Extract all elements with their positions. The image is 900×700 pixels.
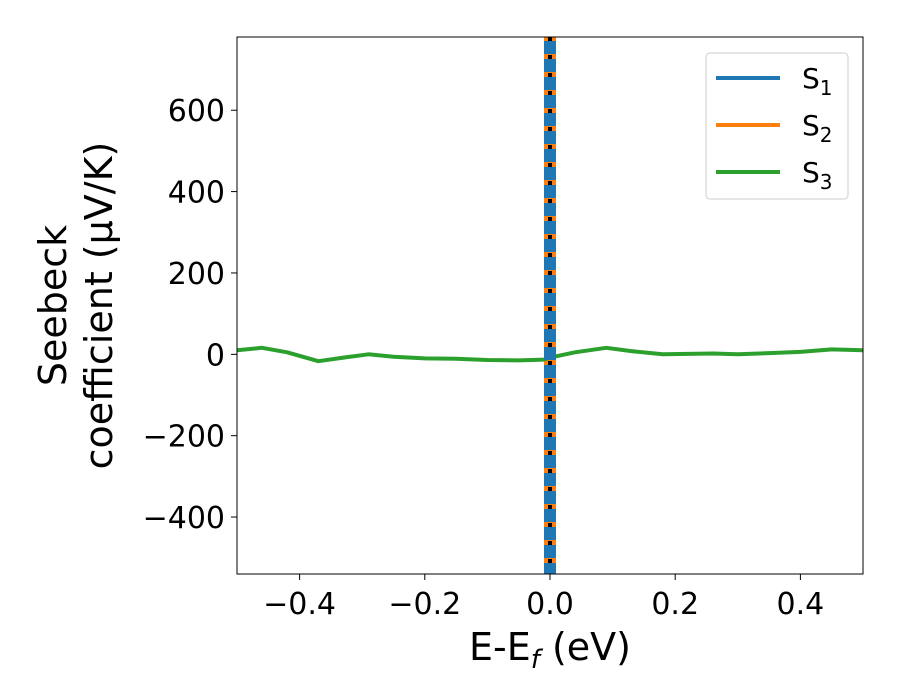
x-tick-label: −0.4 xyxy=(263,587,336,622)
x-tick-label: −0.2 xyxy=(388,587,461,622)
y-tick-label: 0 xyxy=(206,338,225,373)
y-axis-label: Seebeck coefficient (μV/K) xyxy=(31,142,121,470)
y-tick-label: 400 xyxy=(168,176,225,211)
y-axis-label-line1: Seebeck xyxy=(31,225,75,386)
legend-label-s1: S1 xyxy=(802,62,833,100)
x-tick-label: 0.4 xyxy=(777,587,825,622)
y-tick-label: −400 xyxy=(143,501,225,536)
legend-label-s2: S2 xyxy=(802,109,833,147)
y-tick-label: −200 xyxy=(143,420,225,455)
y-tick-label: 600 xyxy=(168,94,225,129)
y-axis-label-line2: coefficient (μV/K) xyxy=(77,142,121,470)
legend: S1 S2 S3 xyxy=(705,52,849,200)
x-axis-label: E-Ef (eV) xyxy=(469,625,631,675)
y-tick-label: 200 xyxy=(168,257,225,292)
x-tick-label: 0.2 xyxy=(651,587,699,622)
x-tick-label: 0.0 xyxy=(526,587,574,622)
legend-label-s3: S3 xyxy=(802,156,833,194)
